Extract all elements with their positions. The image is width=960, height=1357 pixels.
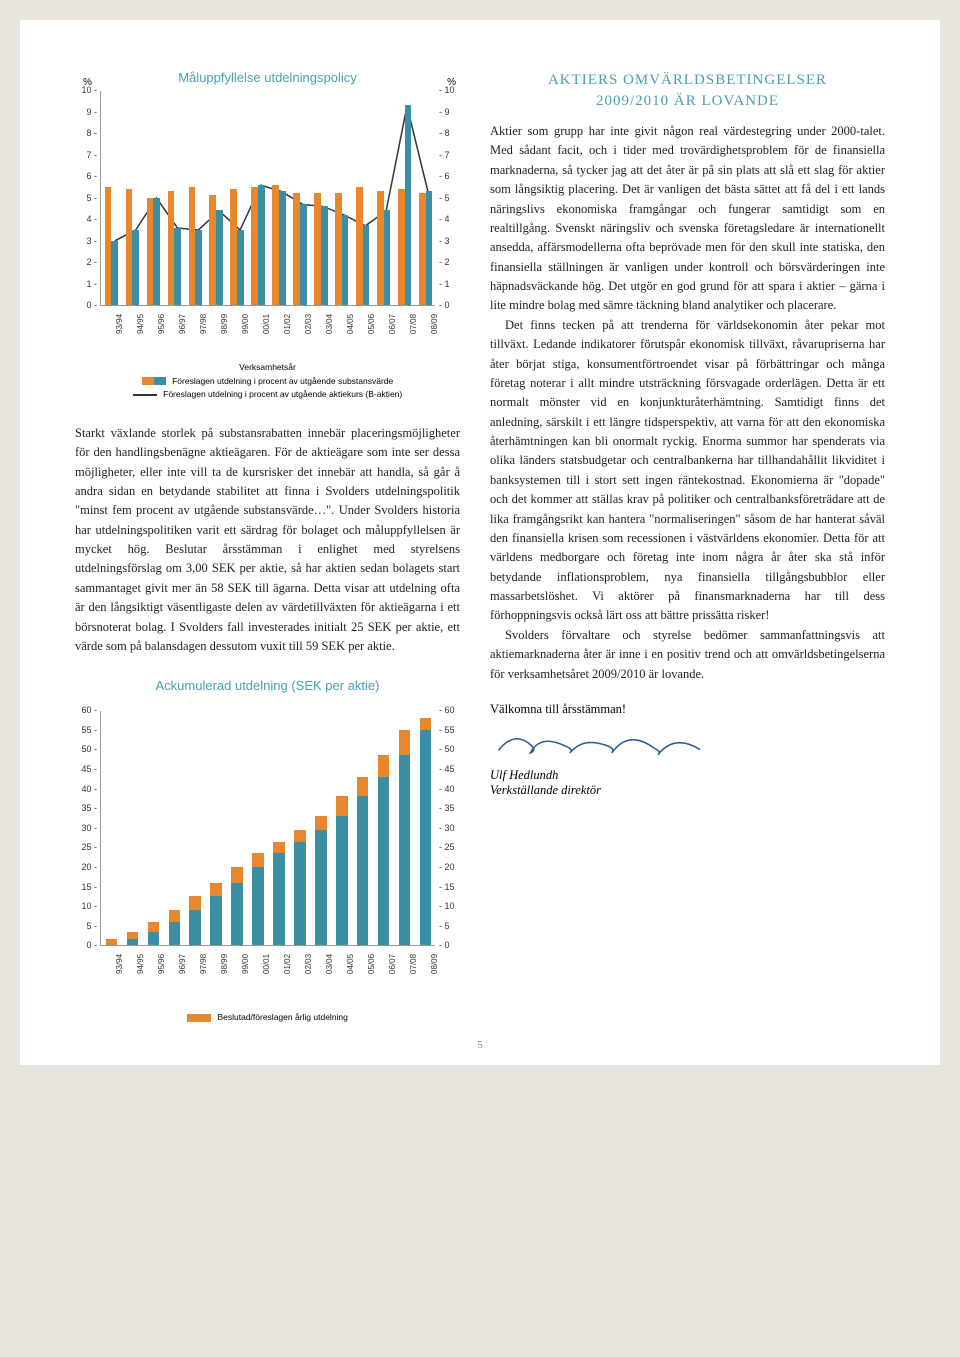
chart2-legend: Beslutad/föreslagen årlig utdelning — [75, 1011, 460, 1025]
chart1-legend: Verksamhetsår Föreslagen utdelning i pro… — [75, 361, 460, 402]
chart2-plot: 0 -- 05 -- 510 -- 1015 -- 1520 -- 2025 -… — [100, 711, 435, 946]
chart1-plot: 0 -- 01 -- 12 -- 23 -- 34 -- 45 -- 56 --… — [100, 91, 435, 306]
right-p2: Det finns tecken på att trenderna för vä… — [490, 316, 885, 626]
page: Måluppfyllelse utdelningspolicy % % 0 --… — [20, 20, 940, 1065]
right-p3: Svolders förvaltare och styrelse bedömer… — [490, 626, 885, 684]
right-body: Aktier som grupp har inte givit någon re… — [490, 122, 885, 684]
right-column: aktiers omvärldsbetingelser 2009/2010 är… — [490, 70, 885, 1025]
legend-swatch-icon — [187, 1014, 211, 1022]
right-title-l2: 2009/2010 är lovande — [596, 93, 779, 109]
chart1-legend-a-text: Föreslagen utdelning i procent av utgåen… — [172, 376, 393, 386]
chart2: 0 -- 05 -- 510 -- 1015 -- 1520 -- 2025 -… — [75, 711, 460, 1001]
chart1-legend-b-text: Föreslagen utdelning i procent av utgåen… — [163, 389, 402, 399]
right-title: aktiers omvärldsbetingelser 2009/2010 är… — [490, 70, 885, 112]
right-p1: Aktier som grupp har inte givit någon re… — [490, 122, 885, 316]
sig-title: Verkställande direktör — [490, 783, 885, 798]
signature-image — [490, 721, 708, 763]
page-number: 5 — [477, 1039, 483, 1051]
chart1-legend-title: Verksamhetsår — [75, 361, 460, 375]
closing-line: Välkomna till årsstämman! — [490, 702, 885, 717]
right-title-l1: aktiers omvärldsbetingelser — [548, 72, 827, 88]
left-paragraph: Starkt växlande storlek på substansrabat… — [75, 424, 460, 657]
chart1-title: Måluppfyllelse utdelningspolicy — [75, 70, 460, 85]
chart2-legend-text: Beslutad/föreslagen årlig utdelning — [217, 1012, 347, 1022]
chart1-legend-a: Föreslagen utdelning i procent av utgåen… — [75, 375, 460, 389]
legend-line-icon — [133, 394, 157, 396]
chart1-legend-b: Föreslagen utdelning i procent av utgåen… — [75, 388, 460, 402]
sig-name: Ulf Hedlundh — [490, 768, 885, 783]
legend-swatch-bars — [142, 377, 166, 385]
chart2-title: Ackumulerad utdelning (SEK per aktie) — [75, 678, 460, 693]
left-column: Måluppfyllelse utdelningspolicy % % 0 --… — [75, 70, 460, 1025]
chart1: % % 0 -- 01 -- 12 -- 23 -- 34 -- 45 -- 5… — [75, 91, 460, 351]
